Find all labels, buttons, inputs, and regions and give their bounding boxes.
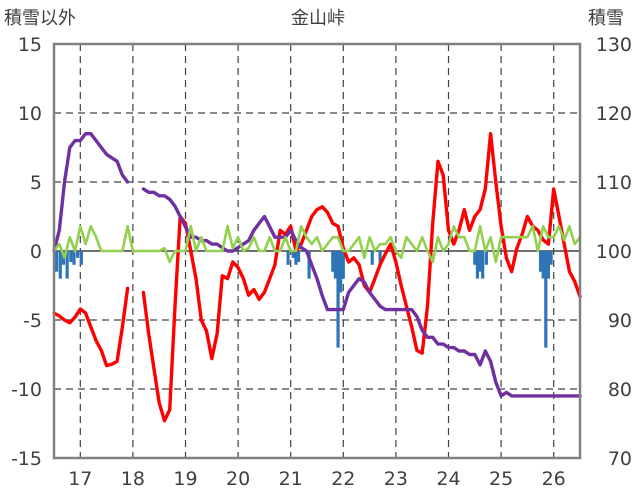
x-tick-label-0: 17 — [68, 468, 92, 490]
blue-bars-bar-9 — [291, 251, 295, 258]
blue-bars-bar-20 — [473, 251, 477, 265]
x-tick-label-7: 24 — [436, 468, 460, 490]
blue-bars-bar-25 — [538, 251, 543, 272]
purple-line-segment-1 — [141, 187, 582, 398]
x-axis-ticks: 17 18 19 20 21 22 23 24 25 26 — [68, 468, 566, 490]
blue-bars-bar-14 — [333, 251, 338, 279]
left-axis-label: 積雪以外 — [4, 8, 76, 29]
line-series — [52, 131, 582, 423]
blue-bars-bar-28 — [546, 251, 551, 279]
blue-bars-bar-6 — [76, 251, 80, 258]
blue-bars-bar-23 — [481, 251, 485, 279]
x-tick-label-3: 20 — [226, 468, 250, 490]
left-tick-label-4: -5 — [23, 310, 42, 332]
red-line-segment-1 — [141, 131, 582, 423]
green-line-segment-0 — [52, 224, 582, 264]
blue-bars-bar-22 — [478, 251, 482, 272]
x-tick-label-4: 21 — [279, 468, 303, 490]
blue-bars-bar-12 — [307, 251, 311, 279]
plot-frame — [52, 42, 582, 460]
blue-bars-bar-26 — [541, 251, 545, 279]
blue-bars-bar-16 — [339, 251, 343, 293]
blue-bars-bar-17 — [341, 251, 345, 279]
x-tick-label-9: 26 — [542, 468, 566, 490]
right-tick-label-2: 110 — [596, 172, 632, 194]
right-axis-label: 積雪 — [588, 8, 624, 29]
blue-bars-bar-21 — [475, 251, 480, 279]
right-tick-label-5: 80 — [608, 379, 632, 401]
right-tick-label-0: 130 — [596, 34, 632, 56]
x-tick-label-2: 19 — [173, 468, 197, 490]
right-axis-ticks: 130 120 110 100 90 80 70 — [596, 34, 632, 470]
left-axis-ticks: 15 10 5 0 -5 -10 -15 — [11, 34, 42, 470]
x-tick-label-8: 25 — [489, 468, 513, 490]
x-tick-label-5: 22 — [331, 468, 355, 490]
right-tick-label-3: 100 — [596, 241, 632, 263]
blue-bars-bar-27 — [544, 251, 548, 348]
left-tick-label-6: -15 — [11, 448, 42, 470]
blue-bars-bar-24 — [484, 251, 488, 265]
blue-bars-bar-5 — [72, 251, 76, 265]
left-tick-label-5: -10 — [11, 379, 42, 401]
left-tick-label-0: 15 — [18, 34, 42, 56]
red-line-segment-0 — [52, 286, 130, 368]
blue-bars-bar-10 — [294, 251, 298, 265]
blue-bars-bar-7 — [79, 251, 83, 265]
purple-line-segment-0 — [52, 131, 130, 253]
right-tick-label-4: 90 — [608, 310, 632, 332]
x-tick-label-1: 18 — [121, 468, 145, 490]
left-tick-label-2: 5 — [30, 172, 42, 194]
chart-title: 金山峠 — [291, 8, 345, 29]
blue-bars-bar-3 — [65, 251, 69, 279]
right-tick-label-6: 70 — [608, 448, 632, 470]
blue-bars-bar-0 — [55, 251, 59, 272]
blue-bars-bar-11 — [296, 251, 301, 263]
blue-bars-bar-15 — [336, 251, 340, 348]
blue-bars-bar-18 — [370, 251, 374, 265]
blue-bars-bar-4 — [69, 251, 73, 263]
bar-series — [55, 251, 553, 348]
blue-bars-bar-19 — [378, 251, 382, 265]
blue-bars-bar-13 — [331, 251, 335, 272]
blue-bars-bar-1 — [58, 251, 62, 279]
blue-bars-bar-29 — [549, 251, 553, 265]
left-tick-label-1: 10 — [18, 103, 42, 125]
blue-bars-bar-8 — [286, 251, 290, 265]
right-tick-label-1: 120 — [596, 103, 632, 125]
x-tick-label-6: 23 — [384, 468, 408, 490]
left-tick-label-3: 0 — [30, 241, 42, 263]
